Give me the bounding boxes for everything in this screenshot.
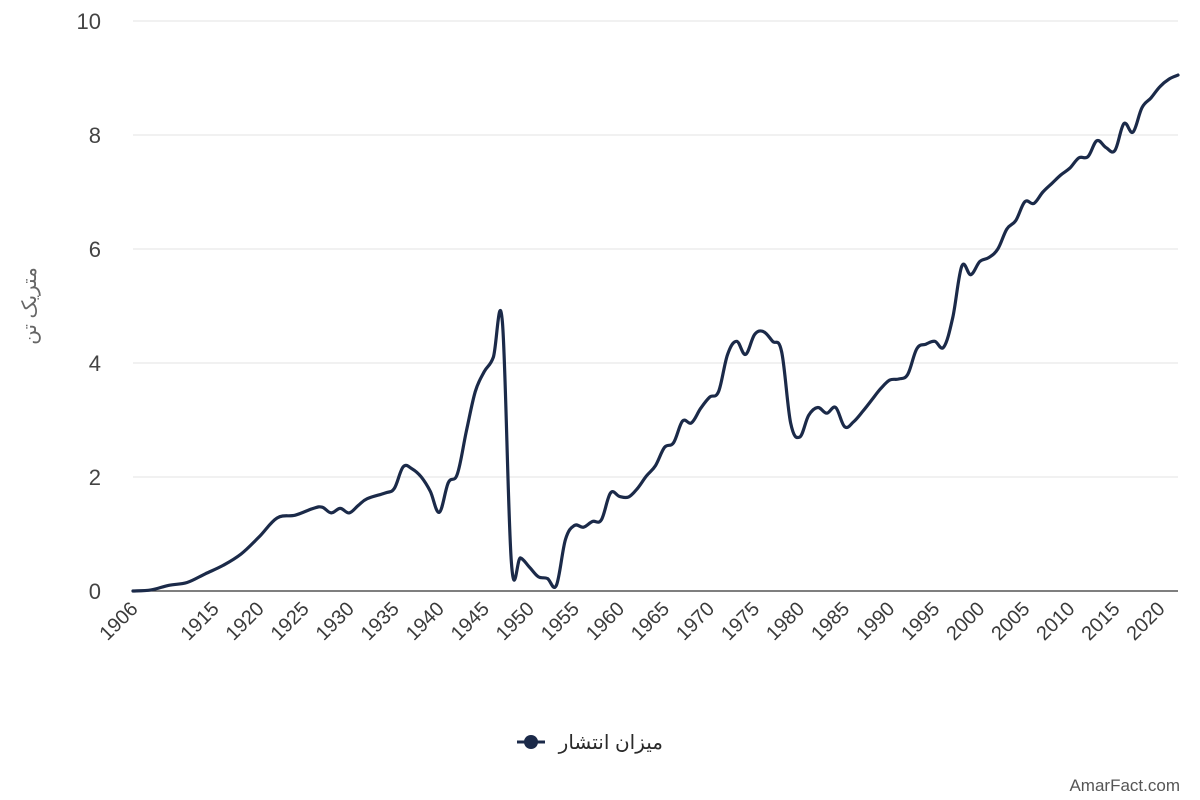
series-line[interactable] (131, 73, 1180, 593)
y-axis: 0 2 4 6 8 10 (77, 9, 101, 604)
gridlines (133, 20, 1178, 592)
x-tick-label: 1960 (582, 598, 629, 645)
x-tick-label: 1950 (492, 598, 539, 645)
x-tick-label: 1980 (762, 598, 809, 645)
legend[interactable]: میزان انتشار (517, 732, 663, 754)
x-tick-label: 1920 (222, 598, 269, 645)
x-tick-label: 2005 (987, 598, 1034, 645)
x-tick-label: 2015 (1077, 598, 1124, 645)
y-tick-label: 4 (89, 351, 101, 376)
y-axis-label: متریک تن (19, 267, 41, 345)
y-tick-label: 0 (89, 579, 101, 604)
x-tick-label: 1906 (96, 598, 143, 645)
legend-label: میزان انتشار (558, 732, 663, 754)
x-tick-label: 1975 (717, 598, 764, 645)
brand-watermark: AmarFact.com (1069, 776, 1180, 795)
x-tick-label: 2000 (942, 598, 989, 645)
x-tick-label: 1925 (267, 598, 314, 645)
x-tick-label: 1940 (402, 598, 449, 645)
x-tick-label: 1970 (672, 598, 719, 645)
y-tick-label: 2 (89, 465, 101, 490)
legend-dot-marker (524, 735, 538, 749)
x-tick-label: 1945 (447, 598, 494, 645)
series-layer (131, 73, 1180, 593)
x-tick-label: 1990 (852, 598, 899, 645)
x-tick-label: 1955 (537, 598, 584, 645)
y-tick-label: 6 (89, 237, 101, 262)
x-tick-label: 2020 (1122, 598, 1169, 645)
x-axis: 1906 191519201925193019351940194519501955… (96, 598, 1170, 645)
y-tick-label: 10 (77, 9, 101, 34)
x-tick-label: 1915 (177, 598, 224, 645)
x-tick-label: 1935 (357, 598, 404, 645)
x-tick-label: 1965 (627, 598, 674, 645)
x-tick-label: 1985 (807, 598, 854, 645)
x-tick-label: 1995 (897, 598, 944, 645)
x-tick-label: 1930 (312, 598, 359, 645)
y-tick-label: 8 (89, 123, 101, 148)
x-tick-label: 2010 (1032, 598, 1079, 645)
